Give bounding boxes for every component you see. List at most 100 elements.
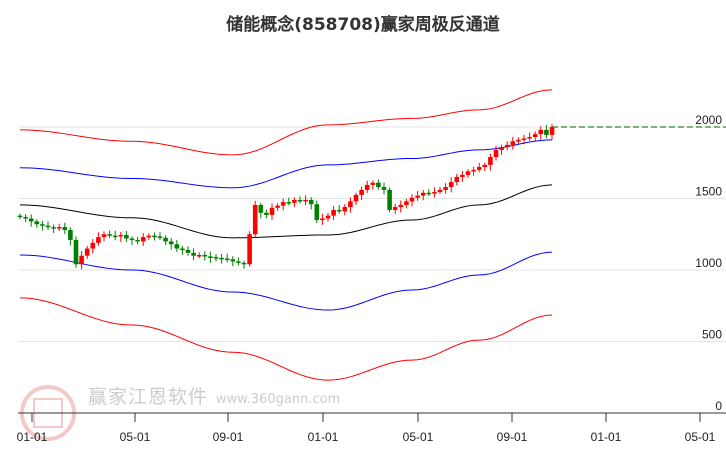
candle-body [348, 201, 353, 208]
watermark-brand: 赢家江恩软件 [88, 386, 209, 408]
candle-body [532, 134, 538, 138]
candle-body [17, 215, 23, 218]
candle-body [230, 259, 236, 262]
candle-body [521, 138, 527, 140]
candle-body [73, 239, 79, 265]
candle-body [303, 199, 308, 202]
candle-body [56, 227, 62, 229]
candle-body [415, 195, 420, 198]
candle-body [460, 174, 465, 178]
candle-body [359, 189, 364, 195]
candle-body [247, 234, 252, 265]
candle-body [107, 234, 112, 236]
candle-body [308, 199, 314, 205]
candle-body [325, 215, 331, 219]
candle-body [392, 207, 398, 210]
candle-body [454, 177, 460, 183]
candle-body [90, 242, 96, 249]
candle-body [174, 244, 180, 249]
candle-body [163, 237, 168, 242]
candle-body [112, 235, 118, 238]
candle-body [420, 192, 426, 196]
candle-body [476, 167, 482, 170]
candle-body [549, 127, 555, 135]
candle-body [353, 194, 359, 202]
candle-body [129, 238, 135, 241]
candle-body [185, 249, 191, 253]
x-tick-label: 05-01 [685, 430, 716, 444]
chart-title: 储能概念(858708)赢家周极反通道 [226, 15, 500, 35]
candle-body [275, 205, 280, 208]
candle-body [157, 236, 163, 238]
candle-body [320, 218, 325, 221]
candle-body [168, 241, 174, 245]
y-tick-label: 1000 [695, 256, 722, 270]
candle-body [471, 169, 476, 172]
candle-body [28, 218, 34, 222]
x-tick-label: 05-01 [120, 430, 151, 444]
candle-body [45, 225, 51, 228]
candle-body [252, 204, 258, 235]
x-tick-label: 05-01 [403, 430, 434, 444]
candle-body [23, 217, 28, 219]
candle-body [448, 182, 454, 188]
candle-body [280, 202, 286, 206]
candle-body [510, 141, 516, 145]
candle-body [409, 197, 415, 202]
candle-body [376, 182, 381, 188]
candle-body [370, 182, 376, 185]
candle-body [286, 202, 292, 204]
candle-body [342, 207, 348, 212]
candle-body [544, 129, 549, 135]
candle-body [180, 248, 185, 251]
y-tick-label: 1500 [695, 185, 722, 199]
candle-body [224, 258, 230, 261]
band-inner-upper [19, 139, 553, 189]
y-tick-label: 0 [715, 399, 722, 413]
candle-body [196, 254, 202, 257]
candle-body [297, 199, 303, 202]
candle-body [219, 257, 224, 260]
candle-body [40, 224, 45, 226]
candle-body [135, 239, 140, 242]
candle-body [499, 147, 504, 150]
candle-body [140, 237, 146, 242]
candle-body [314, 204, 320, 220]
x-tick-label: 01-01 [591, 430, 622, 444]
candle-body [62, 227, 68, 230]
candle-body [152, 235, 157, 238]
candle-body [213, 257, 219, 259]
y-tick-label: 2000 [695, 113, 722, 127]
candle-body [264, 212, 269, 215]
candle-body [118, 234, 124, 237]
band-inner-lower [19, 251, 553, 311]
candle-body [488, 157, 493, 165]
candle-body [504, 144, 510, 148]
candle-body [34, 221, 40, 225]
candle-body [482, 164, 488, 168]
candle-body [236, 261, 241, 263]
candle-body [241, 262, 247, 265]
candle-body [404, 201, 409, 205]
band-outer-upper [19, 89, 553, 156]
band-outer-lower [19, 297, 553, 381]
x-tick-label: 09-01 [213, 430, 244, 444]
candle-body [387, 189, 392, 210]
candle-body [146, 235, 152, 238]
candle-body [84, 248, 90, 256]
candle-body [398, 204, 404, 208]
candle-body [331, 209, 336, 216]
candle-body [538, 129, 544, 135]
y-tick-label: 500 [702, 328, 722, 342]
candle-body [516, 139, 521, 142]
candle-body [191, 252, 196, 256]
candle-body [208, 256, 213, 258]
candle-body [443, 187, 448, 190]
candle-body [527, 137, 532, 139]
candle-body [124, 234, 129, 239]
candle-body [426, 192, 432, 195]
x-tick-label: 09-01 [497, 430, 528, 444]
x-tick-label: 01-01 [308, 430, 339, 444]
candle-body [269, 207, 275, 215]
